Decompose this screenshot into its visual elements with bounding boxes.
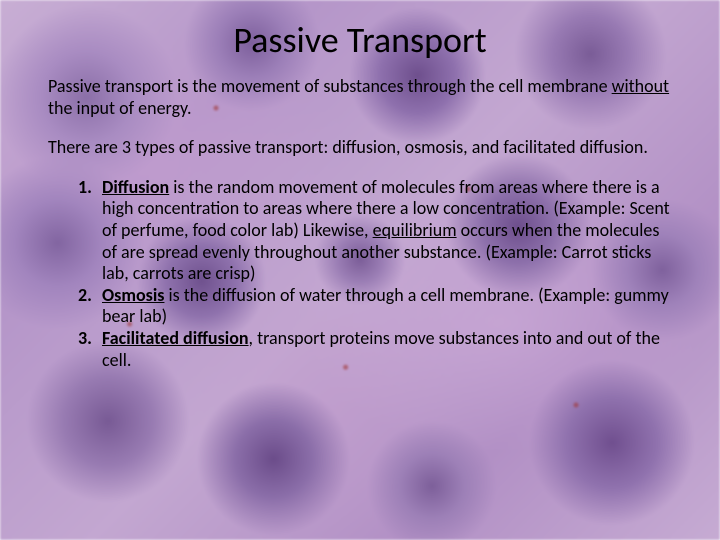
term: Facilitated diffusion xyxy=(102,327,249,349)
mid-underlined: equilibrium xyxy=(373,219,457,241)
list-item: Osmosis is the diffusion of water throug… xyxy=(96,285,672,328)
slide-title: Passive Transport xyxy=(48,18,672,62)
types-list: Diffusion is the random movement of mole… xyxy=(48,177,672,371)
body-pre: is the diffusion of water through a cell… xyxy=(102,284,669,328)
slide-content: Passive Transport Passive transport is t… xyxy=(0,0,720,391)
intro-paragraph: Passive transport is the movement of sub… xyxy=(48,76,672,119)
intro-underlined: without xyxy=(612,75,669,97)
types-line: There are 3 types of passive transport: … xyxy=(48,137,672,159)
term: Osmosis xyxy=(102,284,164,306)
intro-post: the input of energy. xyxy=(48,97,192,119)
list-item: Facilitated diffusion, transport protein… xyxy=(96,328,672,371)
term: Diffusion xyxy=(102,176,169,198)
list-item: Diffusion is the random movement of mole… xyxy=(96,177,672,285)
intro-pre: Passive transport is the movement of sub… xyxy=(48,75,612,97)
